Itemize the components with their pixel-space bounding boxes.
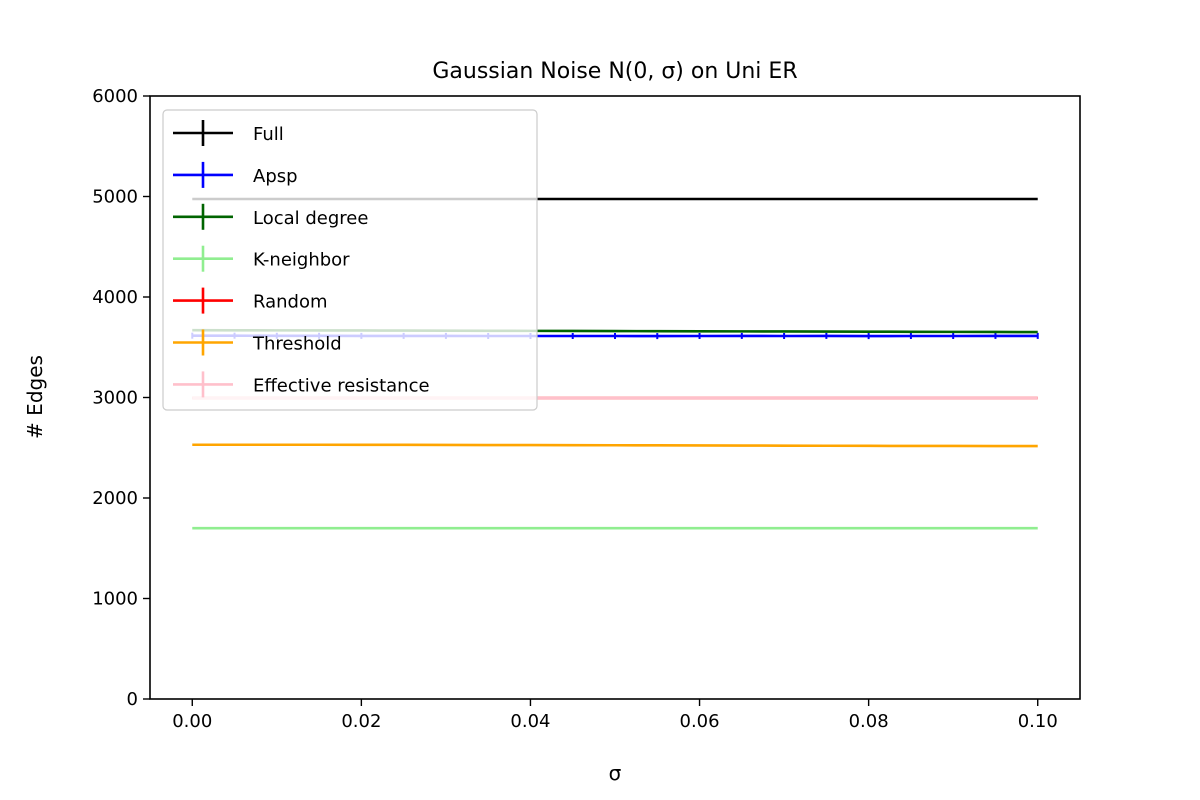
y-tick-label: 2000 <box>92 488 138 509</box>
legend-items: Full Apsp Local degree K-neighbor Random Thre… <box>173 120 430 398</box>
x-tick-label: 0.00 <box>172 711 212 732</box>
x-tick-label: 0.10 <box>1018 711 1058 732</box>
legend-label: Local degree <box>253 208 368 229</box>
y-tick-label: 0 <box>127 689 138 710</box>
legend-label: K-neighbor <box>253 250 350 271</box>
y-tick-label: 3000 <box>92 388 138 409</box>
series-line-threshold <box>192 443 1038 448</box>
y-ticks: 0 1000 2000 3000 4000 5000 6000 <box>92 86 150 710</box>
y-tick-label: 6000 <box>92 86 138 107</box>
y-axis-label: # Edges <box>23 355 47 439</box>
legend-label: Threshold <box>252 334 342 355</box>
x-tick-label: 0.02 <box>341 711 381 732</box>
legend-label: Full <box>253 124 284 145</box>
y-tick-label: 4000 <box>92 287 138 308</box>
chart-title: Gaussian Noise N(0, σ) on Uni ER <box>432 59 797 84</box>
legend-label: Apsp <box>253 166 298 187</box>
legend-label: Effective resistance <box>253 375 430 396</box>
x-tick-label: 0.06 <box>680 711 720 732</box>
legend-label: Random <box>253 292 328 313</box>
x-tick-label: 0.04 <box>510 711 550 732</box>
legend-box <box>162 109 538 411</box>
y-tick-label: 5000 <box>92 187 138 208</box>
x-ticks: 0.00 0.02 0.04 0.06 0.08 0.10 <box>172 699 1058 732</box>
legend: Full Apsp Local degree K-neighbor Random Thre… <box>162 109 538 411</box>
x-axis-label: σ <box>609 761 622 785</box>
y-tick-label: 1000 <box>92 589 138 610</box>
x-tick-label: 0.08 <box>849 711 889 732</box>
